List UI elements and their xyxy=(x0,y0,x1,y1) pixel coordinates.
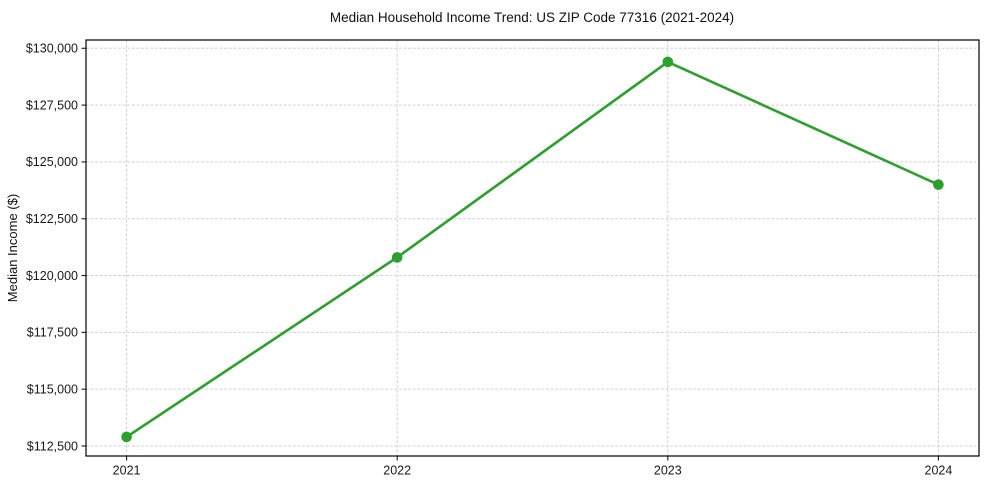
x-tick-label: 2021 xyxy=(113,464,141,478)
data-point-marker xyxy=(662,56,674,68)
income-trend-line xyxy=(125,60,940,439)
y-tick-label: $130,000 xyxy=(26,42,78,56)
plot-frame xyxy=(85,39,980,457)
y-tick-label: $125,000 xyxy=(26,155,78,169)
x-tick-label: 2023 xyxy=(654,464,682,478)
grid-layer xyxy=(86,40,979,456)
data-point-marker xyxy=(391,252,403,263)
x-tick-label: 2024 xyxy=(925,464,953,478)
y-tick-label: $112,500 xyxy=(27,439,78,453)
median-income-series xyxy=(121,56,944,443)
y-tick-label: $120,000 xyxy=(26,269,78,283)
data-point-marker xyxy=(933,179,944,190)
axes-layer: 2021 2022 2023 2024 $112,500 $115,000 $117,500… xyxy=(26,39,980,478)
y-tick-label: $122,500 xyxy=(26,212,78,226)
y-tick-label: $117,500 xyxy=(27,326,78,340)
x-tick-label: 2022 xyxy=(383,464,411,478)
chart-title: Median Household Income Trend: US ZIP Co… xyxy=(330,10,734,25)
y-axis-label: Median Income ($) xyxy=(5,194,20,302)
data-point-marker xyxy=(121,431,132,443)
y-tick-label: $127,500 xyxy=(26,98,78,112)
y-tick-label: $115,000 xyxy=(27,382,78,396)
